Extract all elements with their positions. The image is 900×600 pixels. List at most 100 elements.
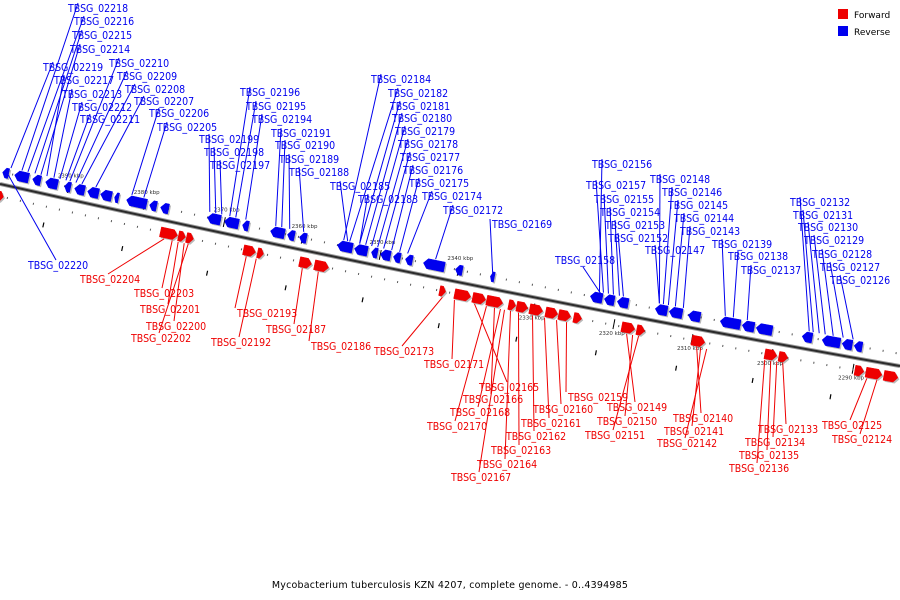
gene-label[interactable]: TBSG_02145 (667, 200, 728, 212)
gene-label[interactable]: TBSG_02215 (71, 30, 132, 42)
forward-gene-arrow[interactable] (507, 299, 516, 311)
reverse-gene-arrow[interactable] (207, 213, 222, 226)
gene-label[interactable]: TBSG_02174 (421, 191, 482, 203)
gene-label[interactable]: TBSG_02210 (108, 58, 169, 70)
reverse-gene-arrow[interactable] (741, 320, 756, 333)
reverse-gene-arrow[interactable] (2, 167, 11, 179)
forward-gene-arrow[interactable] (763, 348, 778, 361)
reverse-gene-arrow[interactable] (801, 331, 814, 344)
forward-gene-arrow[interactable] (572, 312, 583, 324)
gene-label[interactable]: TBSG_02211 (79, 114, 140, 126)
gene-label[interactable]: TBSG_02175 (408, 178, 469, 190)
gene-label[interactable]: TBSG_02131 (792, 210, 853, 222)
gene-label[interactable]: TBSG_02155 (593, 194, 654, 206)
gene-label[interactable]: TBSG_02137 (740, 265, 801, 277)
gene-label[interactable]: TBSG_02204 (79, 274, 140, 286)
gene-label[interactable]: TBSG_02159 (567, 392, 628, 404)
forward-gene-arrow[interactable] (557, 309, 572, 322)
gene-label[interactable]: TBSG_02152 (607, 233, 668, 245)
forward-gene-arrow[interactable] (777, 351, 789, 363)
gene-label[interactable]: TBSG_02170 (426, 421, 487, 433)
gene-label[interactable]: TBSG_02146 (661, 187, 722, 199)
gene-label[interactable]: TBSG_02168 (449, 407, 510, 419)
gene-label[interactable]: TBSG_02135 (738, 450, 799, 462)
gene-label[interactable]: TBSG_02208 (124, 84, 185, 96)
gene-label[interactable]: TBSG_02129 (803, 235, 864, 247)
forward-gene-arrow[interactable] (471, 292, 486, 305)
gene-label[interactable]: TBSG_02178 (397, 139, 458, 151)
forward-gene-arrow[interactable] (690, 334, 706, 347)
gene-label[interactable]: TBSG_02164 (476, 459, 537, 471)
reverse-gene-arrow[interactable] (821, 335, 842, 349)
reverse-gene-arrow[interactable] (32, 174, 43, 187)
reverse-gene-arrow[interactable] (87, 187, 100, 199)
reverse-gene-arrow[interactable] (755, 323, 774, 336)
gene-label[interactable]: TBSG_02213 (61, 89, 122, 101)
reverse-gene-arrow[interactable] (719, 316, 742, 330)
forward-gene-arrow[interactable] (298, 256, 312, 269)
reverse-gene-arrow[interactable] (393, 252, 402, 264)
gene-label[interactable]: TBSG_02149 (606, 402, 667, 414)
gene-label[interactable]: TBSG_02205 (156, 122, 217, 134)
gene-label[interactable]: TBSG_02151 (584, 430, 645, 442)
reverse-gene-arrow[interactable] (74, 184, 86, 196)
gene-label[interactable]: TBSG_02214 (69, 44, 130, 56)
gene-label[interactable]: TBSG_02220 (27, 260, 88, 272)
reverse-gene-arrow[interactable] (45, 177, 59, 190)
gene-label[interactable]: TBSG_02162 (505, 431, 566, 443)
gene-label[interactable]: TBSG_02186 (310, 341, 371, 353)
forward-gene-arrow[interactable] (185, 232, 194, 244)
gene-label[interactable]: TBSG_02203 (133, 288, 194, 300)
gene-label[interactable]: TBSG_02216 (73, 16, 134, 28)
reverse-gene-arrow[interactable] (149, 200, 158, 212)
gene-label[interactable]: TBSG_02132 (789, 197, 850, 209)
reverse-gene-arrow[interactable] (64, 181, 72, 193)
reverse-gene-arrow[interactable] (616, 296, 630, 309)
gene-label[interactable]: TBSG_02167 (450, 472, 511, 484)
forward-gene-arrow[interactable] (882, 370, 899, 383)
reverse-gene-arrow[interactable] (668, 306, 684, 320)
forward-gene-arrow[interactable] (485, 294, 503, 308)
gene-label[interactable]: TBSG_02172 (442, 205, 503, 217)
forward-gene-arrow[interactable] (635, 324, 646, 336)
gene-label[interactable]: TBSG_02136 (728, 463, 789, 475)
gene-label[interactable]: TBSG_02184 (370, 74, 431, 86)
forward-gene-arrow[interactable] (620, 321, 636, 334)
gene-label[interactable]: TBSG_02147 (644, 245, 705, 257)
forward-gene-arrow[interactable] (242, 244, 256, 257)
gene-label[interactable]: TBSG_02138 (727, 251, 788, 263)
gene-label[interactable]: TBSG_02166 (462, 394, 523, 406)
reverse-gene-arrow[interactable] (841, 339, 854, 351)
gene-label[interactable]: TBSG_02192 (210, 337, 271, 349)
gene-label[interactable]: TBSG_02156 (591, 159, 652, 171)
reverse-gene-arrow[interactable] (371, 247, 379, 259)
forward-gene-arrow[interactable] (544, 306, 559, 319)
gene-label[interactable]: TBSG_02165 (478, 382, 539, 394)
gene-label[interactable]: TBSG_02150 (596, 416, 657, 428)
gene-label[interactable]: TBSG_02193 (236, 308, 297, 320)
gene-label[interactable]: TBSG_02218 (67, 3, 128, 15)
gene-label[interactable]: TBSG_02201 (139, 304, 200, 316)
forward-gene-arrow[interactable] (453, 288, 471, 302)
gene-label[interactable]: TBSG_02158 (554, 255, 615, 267)
gene-label[interactable]: TBSG_02194 (251, 114, 312, 126)
forward-gene-arrow[interactable] (177, 230, 186, 242)
gene-label[interactable]: TBSG_02176 (402, 165, 463, 177)
gene-label[interactable]: TBSG_02181 (389, 101, 450, 113)
reverse-gene-arrow[interactable] (270, 226, 286, 240)
forward-gene-arrow[interactable] (515, 300, 528, 313)
reverse-gene-arrow[interactable] (242, 220, 250, 232)
gene-label[interactable]: TBSG_02187 (265, 324, 326, 336)
reverse-gene-arrow[interactable] (224, 216, 240, 230)
gene-label[interactable]: TBSG_02125 (821, 420, 882, 432)
gene-label[interactable]: TBSG_02189 (278, 154, 339, 166)
gene-label[interactable]: TBSG_02139 (711, 239, 772, 251)
gene-label[interactable]: TBSG_02173 (373, 346, 434, 358)
gene-label[interactable]: TBSG_02160 (532, 404, 593, 416)
reverse-gene-arrow[interactable] (287, 230, 296, 242)
gene-label[interactable]: TBSG_02143 (679, 226, 740, 238)
reverse-gene-arrow[interactable] (654, 304, 669, 317)
gene-label[interactable]: TBSG_02200 (145, 321, 206, 333)
gene-label[interactable]: TBSG_02197 (209, 160, 270, 172)
forward-gene-arrow[interactable] (853, 364, 865, 377)
